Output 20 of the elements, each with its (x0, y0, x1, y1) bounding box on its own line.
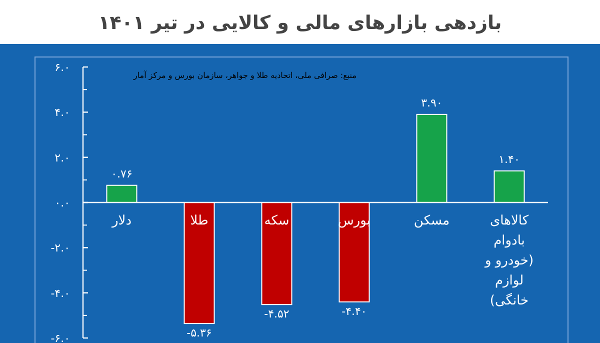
x-tick-label: دلار (111, 214, 132, 228)
x-tick-label: طلا (190, 214, 208, 228)
y-tick-label: ۶.۰ (54, 61, 70, 74)
y-tick-label: ۲.۰ (54, 151, 70, 164)
y-tick-label: -۴.۰ (50, 286, 70, 300)
x-tick-label: سکه (264, 214, 290, 228)
x-tick-label: مسکن (414, 214, 450, 228)
data-label: -۴.۴۰ (342, 304, 367, 318)
y-tick-label: -۲.۰ (50, 242, 70, 255)
data-label: -۴.۵۲ (264, 308, 290, 321)
chart-title: بازدهی بازارهای مالی و کالایی در تیر ۱۴۰۱ (98, 12, 502, 34)
y-tick-label: ۰.۰ (54, 196, 70, 210)
data-label: -۵.۳۶ (186, 326, 212, 340)
y-tick-label: ۴.۰ (54, 106, 70, 120)
data-label: ۱.۴۰ (498, 152, 520, 166)
data-label: ۳.۹۰ (421, 96, 442, 110)
y-tick-label: -۶.۰ (50, 332, 70, 343)
annotation: منبع: صرافی ملی، اتحادیه طلا و جواهر، سازمان بورس و مرکز آمار (132, 70, 356, 80)
data-label: ۰.۷۶ (111, 167, 132, 180)
x-tick-label: کالاهای بادوام (خودرو و لوازم خانگی) (484, 214, 534, 308)
